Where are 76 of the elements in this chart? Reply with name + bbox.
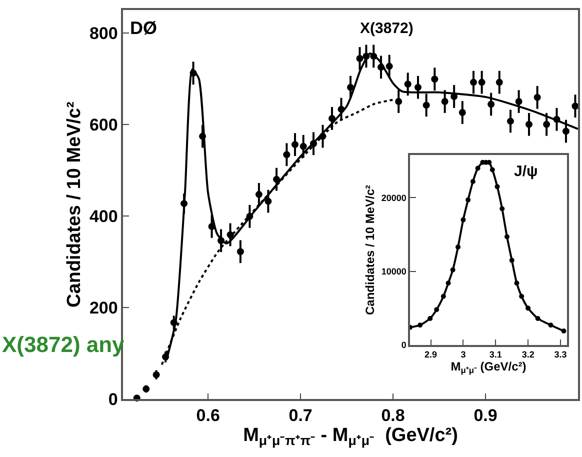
x-tick-label: 2.9 (424, 350, 438, 360)
y-axis-title: Candidates / 10 MeV/c² (64, 102, 85, 308)
point (494, 184, 500, 190)
point (446, 280, 451, 286)
point (535, 316, 540, 321)
point (458, 109, 466, 116)
point (236, 248, 244, 256)
point (460, 217, 466, 222)
point (475, 166, 480, 171)
x-tick-label: 0.6 (196, 406, 220, 426)
point (273, 176, 280, 183)
x-axis-title: M$_{μ⁺μ⁻}$ (GeV/c²) (450, 360, 526, 376)
y-tick-label: 0 (108, 390, 118, 409)
point (441, 98, 448, 106)
point (562, 128, 570, 135)
point (519, 294, 524, 299)
point (500, 206, 505, 212)
point (514, 280, 520, 286)
y-axis-title: Candidates / 10 MeV/c² (363, 184, 378, 316)
x-tick-label: 3 (460, 350, 466, 360)
point (428, 316, 433, 321)
annotation: J/ψ (514, 163, 538, 180)
point (414, 84, 422, 91)
point (264, 198, 272, 205)
point (283, 151, 290, 158)
point (470, 179, 476, 184)
point (404, 80, 412, 88)
point (548, 322, 554, 328)
point (386, 62, 393, 70)
point (347, 84, 354, 91)
point (478, 78, 486, 86)
point (506, 118, 514, 125)
x-tick-label: 0.9 (474, 406, 498, 426)
y-tick-label: 800 (89, 24, 118, 43)
point (543, 120, 550, 128)
point (450, 267, 456, 272)
point (292, 141, 299, 148)
y-tick-label: 10000 (381, 266, 406, 277)
point (431, 76, 438, 83)
y-tick-label: 600 (89, 115, 118, 134)
point (466, 197, 471, 202)
annotation: X(3872) (360, 20, 414, 37)
point (534, 94, 541, 101)
y-tick-label: 20000 (381, 192, 406, 203)
point (470, 78, 477, 86)
point (488, 100, 495, 108)
point (515, 98, 522, 106)
x-tick-label: 3.3 (554, 350, 567, 360)
point (418, 322, 423, 328)
y-tick-label: 0 (401, 340, 406, 350)
x-tick-label: 3.1 (489, 350, 502, 360)
point (300, 142, 307, 150)
point (255, 190, 262, 198)
annotation: DØ (130, 18, 157, 38)
point (152, 371, 160, 378)
point (440, 294, 446, 299)
point (525, 120, 532, 128)
point (456, 244, 461, 250)
point (561, 328, 566, 334)
point (142, 385, 150, 392)
x-tick-label: 3.2 (522, 350, 534, 360)
point (572, 102, 579, 110)
x-tick-label: 0.8 (381, 406, 405, 426)
point (504, 234, 510, 240)
point (422, 102, 430, 109)
x-tick-label: 0.7 (288, 406, 312, 426)
point (496, 78, 503, 86)
y-tick-label: 400 (89, 206, 118, 226)
point (509, 258, 514, 263)
x-axis-title: M$_{μ⁺μ⁻π⁺π⁻}$ - M$_{μ⁺μ⁻}$ (GeV/c²) (243, 425, 458, 448)
point (395, 98, 402, 106)
point (356, 55, 364, 62)
point (434, 307, 440, 312)
point (526, 306, 531, 311)
point (490, 167, 495, 172)
y-tick-label: 200 (89, 298, 118, 318)
